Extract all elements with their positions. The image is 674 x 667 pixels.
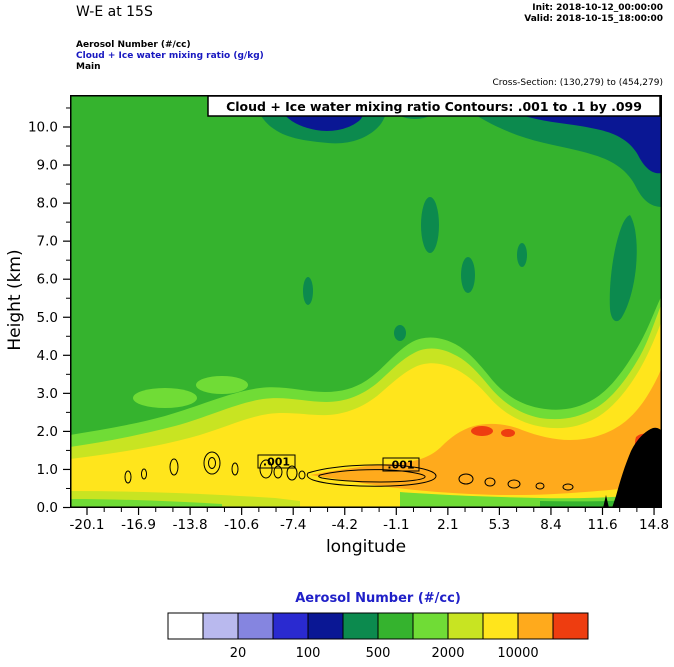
- colorbar-cell: [237, 612, 274, 640]
- cross-section-label: Cross-Section: (130,279) to (454,279): [492, 78, 664, 88]
- x-tick-label: -1.1: [383, 517, 409, 533]
- surface-strip-light-green: [70, 499, 222, 508]
- colorbar-cell: [272, 612, 309, 640]
- contour-field-label: Cloud + Ice water mixing ratio (g/kg): [76, 51, 264, 61]
- page-title: W-E at 15S: [76, 4, 153, 20]
- y-tick-label: 4.0: [37, 348, 58, 364]
- contour-label: .001: [263, 456, 290, 469]
- fill-streak-teal: [394, 325, 406, 341]
- colorbar-cell: [517, 612, 554, 640]
- colorbar-cell: [447, 612, 484, 640]
- contour-label-box: [382, 457, 420, 472]
- model-label: Main: [76, 62, 101, 72]
- colorbar-tick-label: 10000: [497, 646, 538, 661]
- field-list: Aerosol Number (#/cc) Cloud + Ice water …: [76, 40, 264, 73]
- x-tick-label: -16.9: [121, 517, 156, 533]
- fill-region-red: [471, 426, 493, 436]
- y-tick-label: 8.0: [37, 196, 58, 212]
- x-tick-label: 5.3: [489, 517, 510, 533]
- colorbar-tick-label: 2000: [431, 646, 464, 661]
- fill-streak-teal-right-edge: [609, 215, 637, 322]
- init-time: Init: 2018-10-12_00:00:00: [532, 3, 663, 13]
- colorbar-cell: [552, 612, 589, 640]
- contour-label-box: [257, 454, 296, 469]
- fill-streak-teal: [303, 277, 313, 305]
- terrain-spike: [603, 495, 609, 508]
- colorbar-tick-label: 500: [366, 646, 391, 661]
- x-tick-label: 11.6: [587, 517, 617, 533]
- colorbar-cell: [167, 612, 204, 640]
- y-tick-label: 0.0: [37, 500, 58, 516]
- run-times: Init: 2018-10-12_00:00:00 Valid: 2018-10…: [524, 3, 663, 25]
- colorbar-cell: [202, 612, 239, 640]
- colorbar-cell: [342, 612, 379, 640]
- x-axis-title: longitude: [326, 537, 406, 557]
- x-tick-label: 14.8: [639, 517, 669, 533]
- x-tick-label: -20.1: [70, 517, 105, 533]
- colorbar-cell: [482, 612, 519, 640]
- fill-patch-light-green: [133, 388, 197, 408]
- cloud-contour-lines: [124, 451, 574, 491]
- x-axis-ticks: [86, 508, 655, 515]
- colorbar-labels: 20 100 500 2000 10000: [230, 646, 539, 661]
- x-tick-label: 2.1: [437, 517, 458, 533]
- y-axis-title: Height (km): [5, 249, 25, 350]
- y-tick-label: 9.0: [37, 158, 58, 174]
- colorbar-cell: [412, 612, 449, 640]
- y-tick-label: 3.0: [37, 386, 58, 402]
- contour-field: .001 .001: [70, 95, 662, 508]
- y-tick-label: 2.0: [37, 424, 58, 440]
- colorbar-legend: Aerosol Number (#/cc) 20 100 500 2000 10000: [167, 591, 589, 661]
- plot-frame: [70, 95, 662, 508]
- y-tick-label: 5.0: [37, 310, 58, 326]
- x-axis-tick-labels: -20.1 -16.9 -13.8 -10.6 -7.4 -4.2 -1.1 2.1 5.3 8.…: [70, 517, 670, 533]
- colorbar-tick-label: 20: [230, 646, 247, 661]
- x-tick-label: -10.6: [224, 517, 259, 533]
- terrain-wedge: [612, 427, 662, 508]
- x-tick-label: 8.4: [540, 517, 561, 533]
- fill-field-label: Aerosol Number (#/cc): [76, 40, 191, 50]
- fill-streak-teal: [461, 257, 475, 293]
- colorbar-tick-label: 100: [296, 646, 321, 661]
- fill-streak-teal: [421, 197, 439, 253]
- y-tick-label: 1.0: [37, 462, 58, 478]
- y-tick-label: 6.0: [37, 272, 58, 288]
- x-tick-label: -7.4: [280, 517, 306, 533]
- y-tick-label: 10.0: [28, 120, 58, 136]
- fill-patch-light-green: [196, 376, 248, 394]
- colorbar-cell: [377, 612, 414, 640]
- y-axis-ticks: [63, 107, 70, 509]
- contour-label: .001: [387, 459, 414, 472]
- x-tick-label: -4.2: [332, 517, 358, 533]
- banner-text: Cloud + Ice water mixing ratio Contours:…: [226, 99, 642, 114]
- x-tick-label: -13.8: [173, 517, 208, 533]
- fill-streak-teal: [517, 243, 527, 267]
- colorbar-cells: [167, 612, 589, 640]
- y-axis-tick-labels: 0.0 1.0 2.0 3.0 4.0 5.0 6.0 7.0 8.0 9.0 10.0: [28, 120, 58, 517]
- colorbar-title: Aerosol Number (#/cc): [295, 591, 461, 606]
- colorbar-cell: [307, 612, 344, 640]
- fill-region-red: [501, 429, 515, 437]
- valid-time: Valid: 2018-10-15_18:00:00: [524, 14, 663, 24]
- plot-area: .001 .001 Cloud + Ice water mixing ratio…: [70, 95, 662, 508]
- y-tick-label: 7.0: [37, 234, 58, 250]
